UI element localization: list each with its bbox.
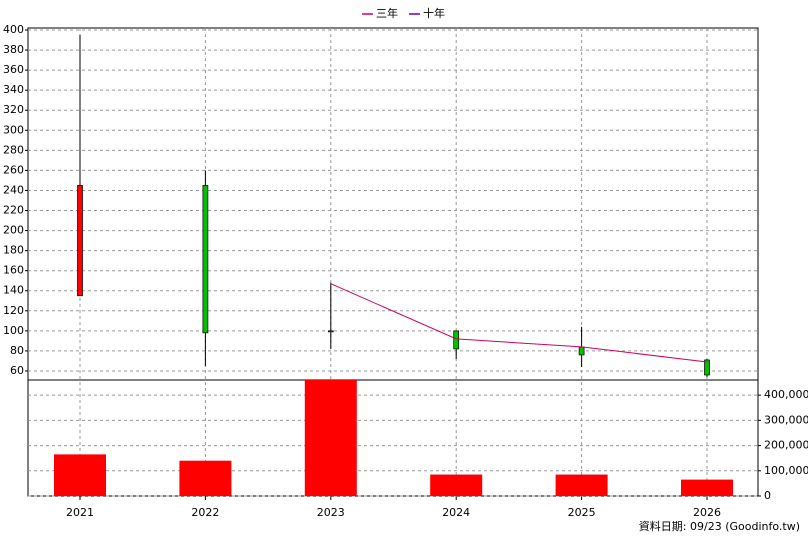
volume-bar (555, 474, 608, 496)
y-tick-label: 260 (3, 163, 24, 176)
y-tick-label: 280 (3, 143, 24, 156)
x-tick-label: 2021 (66, 506, 94, 519)
y-tick-label: 120 (3, 304, 24, 317)
candle-body (453, 330, 460, 350)
y2-tick-label: 0 (764, 489, 771, 502)
candle-body (327, 330, 334, 333)
candle-body (202, 185, 209, 334)
x-tick-label: 2025 (568, 506, 596, 519)
y2-tick-label: 300,000 (764, 413, 808, 426)
y-tick-label: 340 (3, 83, 24, 96)
candle-body (704, 359, 710, 376)
line-series (330, 283, 708, 363)
y-tick-label: 380 (3, 43, 24, 56)
y-tick-label: 200 (3, 224, 24, 237)
y2-tick-label: 400,000 (764, 388, 808, 401)
volume-bar (430, 474, 483, 496)
y-tick-label: 180 (3, 244, 24, 257)
candle-body (578, 346, 585, 356)
y-tick-label: 160 (3, 264, 24, 277)
y-tick-label: 100 (3, 324, 24, 337)
y-tick-label: 60 (10, 364, 24, 377)
y-tick-label: 360 (3, 63, 24, 76)
y2-tick-label: 200,000 (764, 439, 808, 452)
volume-bar (681, 479, 733, 496)
source-note: 資料日期: 09/23 (Goodinfo.tw) (639, 519, 800, 533)
candle-body (77, 185, 83, 297)
plot-frame (27, 27, 759, 497)
y-tick-label: 300 (3, 123, 24, 136)
x-tick-label: 2022 (191, 506, 219, 519)
x-tick-label: 2026 (693, 506, 721, 519)
legend-label: 十年 (423, 6, 445, 20)
y-tick-label: 400 (3, 23, 24, 36)
volume-bar (54, 454, 106, 496)
y-tick-label: 320 (3, 103, 24, 116)
legend-label: 三年 (376, 6, 398, 20)
x-tick-label: 2024 (442, 506, 470, 519)
y-tick-label: 220 (3, 204, 24, 217)
y-tick-label: 140 (3, 284, 24, 297)
x-tick-label: 2023 (317, 506, 345, 519)
volume-bar (304, 380, 357, 496)
volume-bar (179, 460, 232, 496)
y-tick-label: 240 (3, 183, 24, 196)
y2-tick-label: 100,000 (764, 464, 808, 477)
y-tick-label: 80 (10, 344, 24, 357)
